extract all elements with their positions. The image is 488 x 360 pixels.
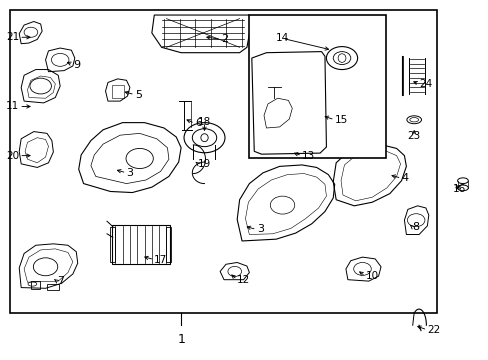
Text: 24: 24: [418, 79, 431, 89]
Text: 16: 16: [452, 184, 466, 194]
Text: 1: 1: [177, 333, 184, 346]
Text: 9: 9: [73, 59, 80, 69]
Bar: [10, 10, 436, 313]
Text: 15: 15: [334, 115, 347, 125]
Bar: [31, 282, 40, 289]
Bar: [166, 226, 171, 262]
Text: 17: 17: [154, 255, 167, 265]
Bar: [249, 15, 385, 158]
Text: 20: 20: [6, 150, 19, 161]
Text: 23: 23: [407, 131, 420, 141]
Text: 13: 13: [302, 150, 315, 161]
Bar: [112, 85, 124, 98]
Text: 18: 18: [198, 117, 211, 127]
Bar: [110, 226, 115, 262]
Text: 19: 19: [198, 159, 211, 169]
Text: 4: 4: [401, 173, 408, 183]
Bar: [112, 225, 170, 264]
Text: 11: 11: [6, 102, 19, 112]
Text: 21: 21: [6, 32, 19, 42]
Text: 2: 2: [221, 35, 228, 44]
Text: 3: 3: [256, 225, 263, 234]
Text: 14: 14: [275, 33, 288, 43]
Text: 6: 6: [194, 118, 202, 128]
Text: 7: 7: [57, 276, 64, 286]
Text: 5: 5: [135, 90, 142, 100]
Text: 8: 8: [412, 222, 419, 232]
Text: 3: 3: [126, 168, 133, 178]
Text: 10: 10: [365, 271, 378, 281]
Text: 22: 22: [427, 325, 440, 335]
Text: 12: 12: [237, 275, 250, 285]
Bar: [47, 284, 59, 290]
